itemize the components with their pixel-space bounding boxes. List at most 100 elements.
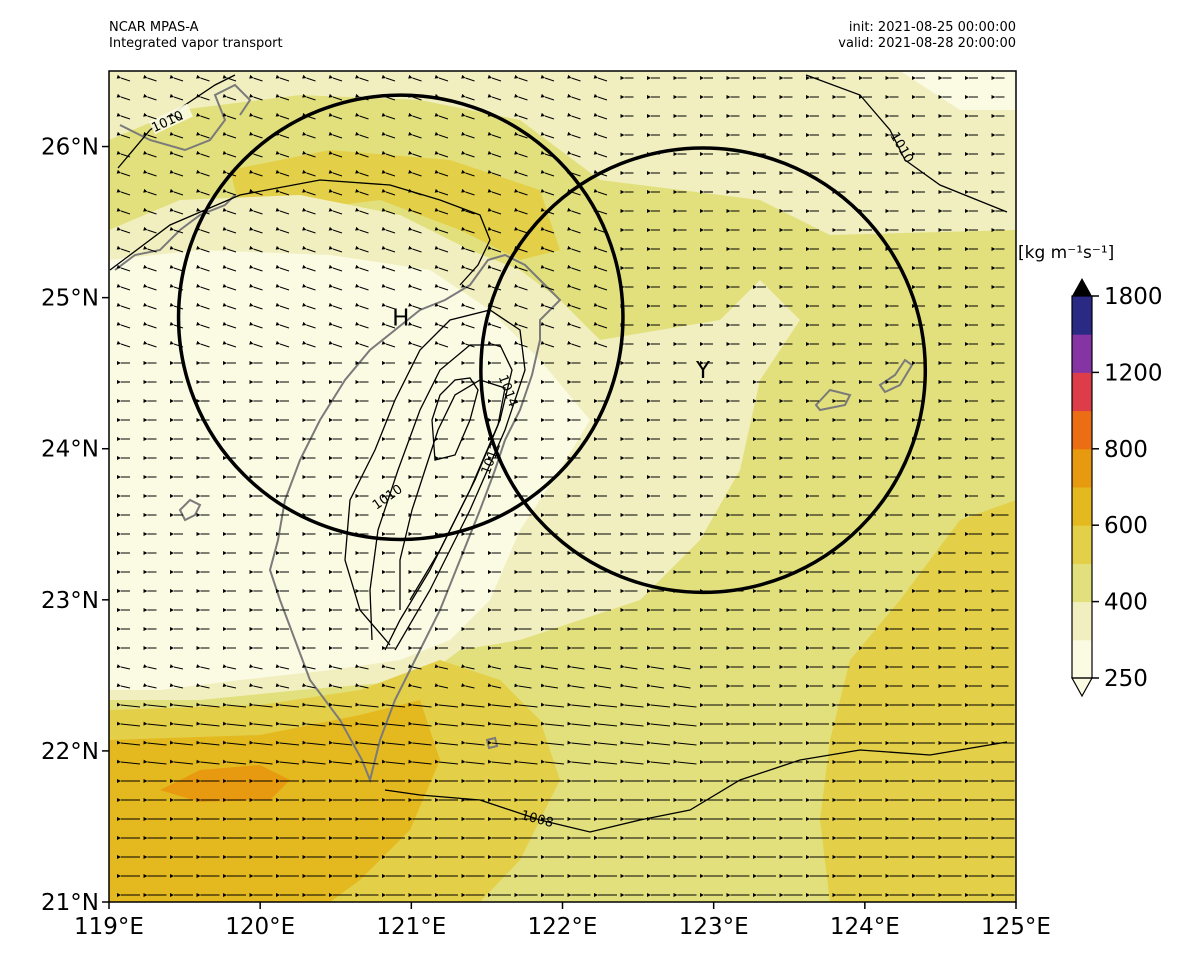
wind-arrow: [196, 702, 220, 708]
wind-arrow: [567, 207, 581, 215]
wind-arrow: [381, 740, 406, 746]
wind-arrow: [196, 740, 220, 746]
wind-arrow: [646, 683, 665, 689]
wind-arrow: [461, 245, 475, 253]
wind-arrow: [434, 207, 449, 215]
wind-arrow: [408, 93, 422, 101]
wind-arrow: [249, 150, 263, 158]
wind-arrow: [593, 188, 608, 196]
wind-arrow: [143, 226, 157, 234]
wind-arrow: [408, 340, 422, 348]
wind-arrow: [381, 302, 396, 310]
wind-arrow: [116, 340, 131, 348]
wind-arrow: [646, 664, 665, 670]
wind-arrow: [328, 112, 343, 120]
wind-arrow: [249, 664, 263, 670]
wind-arrow: [275, 759, 300, 765]
wind-arrow: [461, 112, 475, 120]
wind-arrow: [222, 74, 237, 82]
wind-arrow: [355, 664, 369, 670]
wind-arrow: [514, 283, 528, 291]
wind-arrow: [567, 721, 591, 727]
wind-arrow: [567, 226, 581, 234]
init-time: init: 2021-08-25 00:00:00: [848, 20, 1016, 35]
wind-arrow: [461, 207, 475, 215]
wind-arrow: [275, 131, 290, 139]
wind-arrow: [222, 150, 237, 158]
wind-arrow: [408, 321, 422, 329]
wind-arrow: [249, 340, 263, 348]
wind-arrow: [487, 131, 502, 139]
wind-arrow: [567, 93, 581, 101]
wind-arrow: [275, 150, 290, 158]
wind-arrow: [567, 188, 581, 196]
wind-arrow: [302, 721, 326, 727]
wind-arrow: [302, 321, 316, 329]
wind-arrow: [593, 740, 618, 746]
wind-arrow: [567, 74, 581, 82]
wind-arrow: [540, 721, 565, 727]
wind-arrow: [143, 207, 157, 215]
wind-arrow: [222, 283, 237, 291]
wind-arrow: [222, 93, 237, 101]
wind-arrow: [196, 664, 210, 670]
wind-arrow: [381, 340, 396, 348]
wind-arrow: [196, 131, 210, 139]
wind-arrow: [116, 188, 131, 196]
colorbar-segment: [1072, 487, 1092, 526]
wind-arrow: [355, 759, 379, 765]
wind-arrow: [434, 188, 449, 196]
wind-arrow: [646, 721, 671, 727]
wind-arrow: [116, 150, 131, 158]
wind-arrow: [169, 150, 184, 158]
wind-arrow: [514, 207, 528, 215]
wind-arrow: [514, 93, 528, 101]
wind-arrow: [328, 264, 343, 272]
wind-arrow: [196, 683, 210, 689]
wind-arrow: [540, 302, 555, 310]
wind-arrow: [567, 283, 581, 291]
wind-arrow: [249, 207, 263, 215]
wind-arrow: [302, 302, 316, 310]
wind-arrow: [567, 112, 581, 120]
wind-arrow: [143, 188, 157, 196]
wind-arrow: [408, 245, 422, 253]
wind-arrow: [355, 321, 369, 329]
wind-arrow: [355, 683, 369, 689]
wind-arrow: [222, 207, 237, 215]
colorbar-tick-label: 600: [1104, 513, 1148, 539]
x-tick-label: 123°E: [679, 914, 749, 940]
wind-arrow: [408, 131, 422, 139]
wind-arrow: [487, 74, 502, 82]
colorbar-tick-label: 250: [1104, 666, 1148, 692]
station-label: H: [392, 305, 409, 331]
wind-arrow: [116, 740, 141, 746]
wind-arrow: [249, 245, 263, 253]
wind-arrow: [143, 759, 167, 765]
y-tick-label: 21°N: [41, 890, 99, 916]
wind-arrow: [540, 245, 555, 253]
y-tick-label: 23°N: [41, 588, 99, 614]
wind-arrow: [249, 112, 263, 120]
wind-arrow: [275, 702, 300, 708]
wind-arrow: [381, 169, 396, 177]
wind-arrow: [593, 264, 608, 272]
y-axis: 21°N 22°N 23°N 24°N 25°N 26°N: [41, 135, 109, 916]
wind-arrow: [620, 740, 644, 746]
wind-arrow: [381, 245, 396, 253]
colorbar-segment: [1072, 334, 1092, 373]
wind-arrow: [567, 759, 591, 765]
wind-arrow: [540, 740, 565, 746]
wind-arrow: [620, 683, 638, 689]
wind-arrow: [593, 340, 608, 348]
wind-arrow: [169, 702, 194, 708]
wind-arrow: [355, 245, 369, 253]
model-name: NCAR MPAS-A: [109, 20, 199, 35]
wind-arrow: [540, 340, 555, 348]
wind-arrow: [514, 683, 532, 689]
wind-arrow: [222, 131, 237, 139]
wind-arrow: [673, 702, 697, 708]
wind-arrow: [673, 683, 691, 689]
wind-arrow: [249, 702, 273, 708]
wind-arrow: [275, 245, 290, 253]
